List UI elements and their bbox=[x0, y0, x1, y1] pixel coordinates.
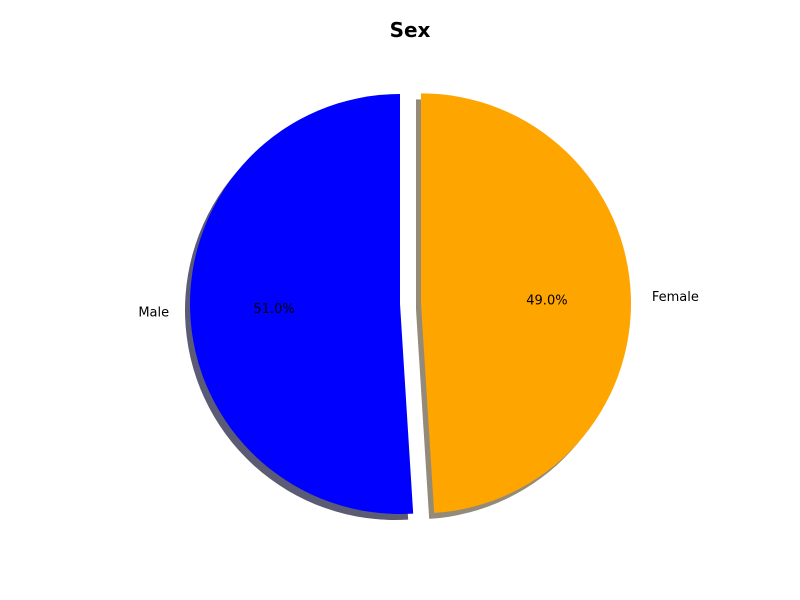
slice-percent-female: 49.0% bbox=[526, 293, 567, 308]
pie-slices bbox=[190, 93, 631, 514]
chart-title: Sex bbox=[390, 18, 431, 42]
pie-slice-male bbox=[190, 94, 414, 514]
pie-slice-female bbox=[420, 93, 631, 513]
pie-labels: Male 51.0% Female 49.0% bbox=[138, 290, 699, 320]
slice-label-female: Female bbox=[652, 290, 699, 305]
slice-label-male: Male bbox=[138, 305, 169, 320]
slice-percent-male: 51.0% bbox=[253, 302, 294, 317]
